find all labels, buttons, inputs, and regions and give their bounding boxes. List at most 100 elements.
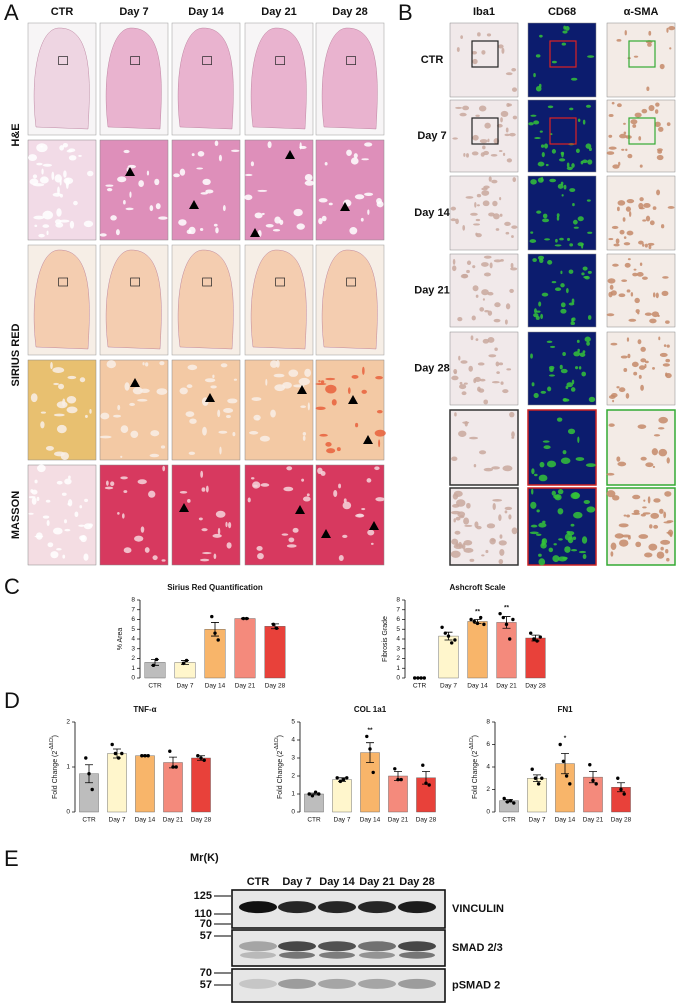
texture — [557, 489, 564, 495]
texture — [56, 424, 67, 434]
x-tick-label: CTR — [307, 817, 321, 824]
texture — [132, 387, 143, 395]
texture — [261, 212, 265, 215]
texture — [667, 206, 675, 209]
texture — [199, 558, 210, 562]
texture — [653, 524, 659, 529]
tile-bg — [527, 409, 597, 486]
texture — [511, 225, 518, 229]
mr-marker: 125 — [194, 890, 212, 902]
roi-box — [549, 117, 577, 145]
texture — [474, 201, 477, 208]
roi-box — [628, 40, 656, 68]
texture — [502, 389, 509, 394]
bar — [388, 775, 408, 813]
texture — [288, 537, 295, 543]
texture — [110, 481, 115, 487]
data-point — [365, 734, 369, 739]
texture — [272, 229, 281, 232]
data-point — [310, 794, 315, 798]
texture — [179, 387, 188, 395]
data-point — [341, 777, 346, 782]
texture — [639, 197, 644, 202]
micrograph — [244, 464, 314, 566]
lung-lobe — [250, 249, 307, 350]
texture — [56, 480, 63, 485]
texture — [325, 442, 332, 447]
x-tick-label: Day 28 — [265, 683, 286, 690]
texture — [481, 289, 489, 296]
texture — [542, 218, 550, 223]
panel-letter: A — [4, 0, 19, 25]
texture — [558, 158, 566, 162]
roi-box — [549, 40, 577, 68]
blot-label: VINCULIN — [452, 903, 504, 915]
texture — [499, 197, 502, 201]
texture — [663, 344, 667, 348]
texture — [665, 358, 671, 363]
texture — [505, 127, 509, 133]
texture — [502, 152, 506, 156]
texture — [586, 506, 596, 513]
x-tick-label: Day 28 — [525, 683, 546, 690]
data-point — [345, 776, 349, 780]
data-point — [619, 787, 623, 792]
texture — [573, 511, 583, 519]
data-point — [168, 749, 172, 753]
texture — [374, 466, 380, 471]
texture — [619, 229, 625, 235]
texture — [376, 409, 383, 414]
texture — [31, 497, 37, 505]
texture — [550, 345, 556, 348]
texture — [560, 308, 567, 314]
texture — [319, 433, 328, 437]
data-point — [116, 756, 121, 760]
texture — [616, 456, 621, 462]
texture — [78, 524, 85, 527]
data-point — [564, 774, 569, 778]
texture — [659, 352, 668, 358]
texture — [186, 384, 193, 389]
texture — [582, 159, 588, 164]
data-point — [591, 778, 595, 783]
texture — [129, 402, 135, 406]
texture — [123, 149, 130, 154]
texture — [577, 118, 581, 123]
texture — [201, 487, 206, 492]
texture — [618, 539, 629, 547]
texture — [493, 213, 500, 220]
y-tick-label: 8 — [396, 597, 400, 604]
texture — [638, 534, 649, 539]
texture — [623, 514, 627, 517]
data-point — [271, 622, 276, 627]
x-tick-label: Day 28 — [416, 817, 437, 824]
texture — [585, 143, 592, 149]
texture — [58, 383, 65, 390]
row-header: Day 28 — [414, 362, 449, 374]
x-tick-label: Day 21 — [583, 817, 604, 824]
y-label-text: ) — [472, 735, 479, 737]
texture — [469, 436, 479, 440]
texture — [509, 288, 514, 293]
texture — [462, 105, 470, 111]
texture — [505, 72, 513, 76]
texture — [202, 178, 211, 186]
texture — [342, 534, 348, 538]
texture — [504, 319, 508, 325]
texture — [495, 361, 500, 367]
data-point — [151, 663, 156, 668]
data-point — [184, 658, 189, 663]
texture — [536, 509, 540, 513]
row-header: CTR — [421, 54, 444, 66]
texture — [39, 176, 49, 184]
blot-band — [278, 901, 316, 914]
arrowhead — [205, 393, 215, 402]
texture — [625, 148, 628, 152]
micrograph — [527, 253, 597, 328]
y-tick-label: 5 — [396, 626, 400, 633]
texture — [551, 490, 556, 496]
texture — [482, 338, 490, 344]
texture — [581, 371, 587, 377]
texture — [560, 368, 568, 374]
roi-box — [130, 277, 140, 287]
